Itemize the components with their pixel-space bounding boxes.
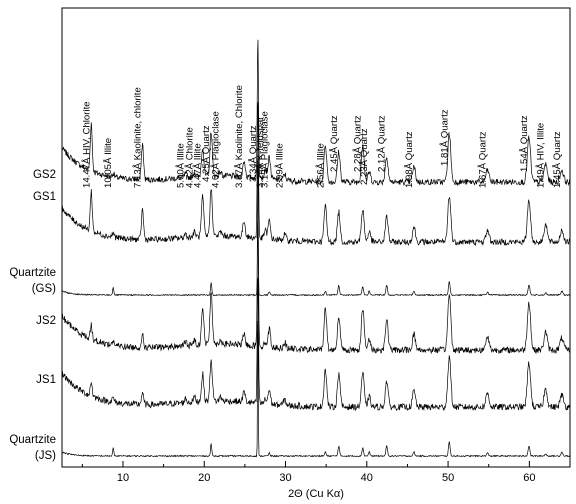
peak-annotation: 4.47Å Illite [193, 143, 204, 188]
peak-annotation: 4.02Å Plagioclase [211, 111, 222, 188]
plot-frame [61, 7, 571, 468]
peak-annotation: 1.81Å Quartz [439, 109, 450, 166]
series-label-3: (GS) [32, 283, 56, 295]
x-tick-label: 40 [361, 472, 373, 484]
series-line-5 [61, 277, 571, 412]
series-line-2 [61, 102, 571, 247]
series-label-1: GS2 [33, 169, 56, 181]
peak-annotations: 14.47Å HIV, Chlorite 10.05Å Illite 7.13Å K… [81, 85, 563, 188]
peak-annotation: 10.05Å Illite [103, 138, 114, 188]
peak-annotation: 3.19Å Plagioclase [259, 111, 270, 188]
peak-annotation: 2.12Å Quartz [377, 115, 388, 172]
series-label-3: Quartzite [9, 267, 56, 279]
peak-annotation: 1.45Å Quartz [552, 131, 563, 188]
peak-annotation: 3.57Å Kaolinite, Chlorite [234, 85, 245, 188]
series-label-5: JS1 [36, 374, 56, 386]
series-labels: GS2 GS1 Quartzite (GS) JS2 JS1 Quartzite (JS) [9, 169, 56, 462]
x-tick-label: 10 [117, 472, 129, 484]
peak-annotation: 3.24Å K-feldspar [255, 116, 266, 188]
peak-annotation: 3.34Å Quartz [248, 125, 259, 182]
peak-annotation: 1.67Å Quartz [478, 131, 489, 188]
series-label-6: Quartzite [9, 434, 56, 446]
x-axis-ticks: 10 20 30 40 50 60 [81, 461, 571, 484]
peak-annotation: 4.25Å Quartz [201, 125, 212, 182]
series-label-6: (JS) [35, 450, 56, 462]
peak-annotation: 2.28Å Quartz [353, 115, 364, 172]
x-tick-label: 30 [279, 472, 291, 484]
peak-annotation: 7.13Å Kaolinite, chlorite [133, 87, 144, 188]
peak-annotation: 2.56Å Illite [315, 143, 326, 188]
series-traces [61, 39, 571, 458]
peak-annotation: 1.98Å Quartz [404, 131, 415, 188]
peak-annotation: 2.99Å Illite [275, 143, 286, 188]
peak-annotation: 2.23Å Quartz [359, 128, 370, 185]
series-line-1 [61, 39, 571, 187]
x-tick-label: 50 [442, 472, 454, 484]
peak-annotation: 4.72Å Chlorite [185, 127, 196, 188]
peak-annotation: 1.49Å HIV, Illite [536, 123, 547, 188]
x-tick-label: 60 [523, 472, 535, 484]
peak-annotation: 5.00Å Illite [176, 143, 187, 188]
x-tick-label: 20 [198, 472, 210, 484]
series-line-6 [61, 320, 571, 458]
series-label-4: JS2 [36, 315, 56, 327]
x-axis-title: 2Θ (Cu Kα) [288, 488, 344, 500]
peak-annotation: 14.47Å HIV, Chlorite [81, 101, 92, 188]
peak-annotation: 2.45Å Quartz [329, 115, 340, 172]
series-label-2: GS1 [33, 191, 56, 203]
series-line-4 [61, 221, 571, 355]
series-line-3 [62, 160, 570, 297]
peak-annotation: 1.54Å Quartz [519, 115, 530, 172]
